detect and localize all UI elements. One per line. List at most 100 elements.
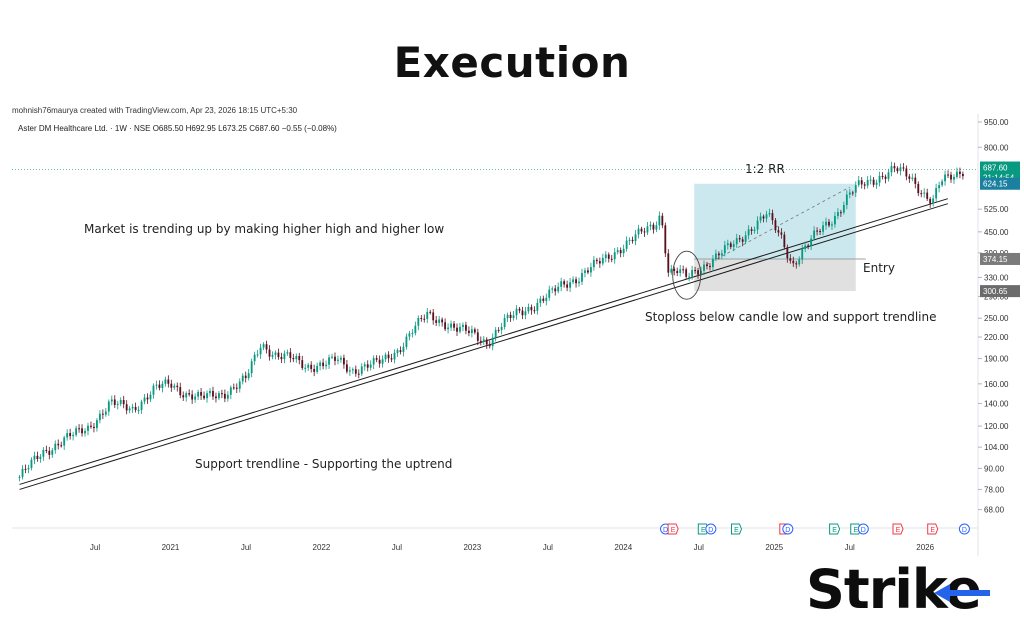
candle-body xyxy=(497,329,500,331)
candle-body xyxy=(396,350,399,353)
candle-body xyxy=(491,337,494,347)
dividend-marker[interactable] xyxy=(782,523,794,535)
candle-body xyxy=(878,175,881,183)
candle-body xyxy=(438,319,441,323)
candle-body xyxy=(476,332,479,341)
chart-frame: 950.00800.00525.00450.00390.00330.00290.… xyxy=(12,104,1020,556)
x-tick-label: 2025 xyxy=(765,543,783,552)
candle-body xyxy=(259,347,262,355)
dividend-marker[interactable] xyxy=(958,523,970,535)
candle-body xyxy=(783,234,786,248)
candle-body xyxy=(176,385,179,388)
candle-body xyxy=(98,413,101,421)
earnings-marker[interactable] xyxy=(667,523,679,535)
candle-body xyxy=(703,264,705,271)
candle-body xyxy=(691,270,694,277)
candle-body xyxy=(756,220,759,230)
risk-zone xyxy=(694,258,856,292)
candle-body xyxy=(631,239,634,242)
support-trendline[interactable] xyxy=(19,203,948,490)
candle-body xyxy=(298,355,301,361)
candle-body xyxy=(905,168,908,177)
target-price-tag-bg xyxy=(980,177,1020,190)
candle-body xyxy=(24,468,27,470)
candle-body xyxy=(235,387,238,389)
candle-body xyxy=(828,221,830,226)
candle-body xyxy=(932,198,935,204)
x-tick-label: Jul xyxy=(543,543,553,552)
brand-logo: Strike xyxy=(806,558,982,621)
x-tick-label: Jul xyxy=(90,543,100,552)
candle-body xyxy=(926,192,929,199)
candle-body xyxy=(137,409,140,411)
earnings-marker[interactable] xyxy=(829,523,841,535)
earnings-marker[interactable] xyxy=(892,523,904,535)
x-tick-label: 2024 xyxy=(614,543,632,552)
candle-body xyxy=(598,261,601,264)
candle-body xyxy=(604,254,607,259)
candle-body xyxy=(444,322,447,330)
x-tick-label: Jul xyxy=(694,543,704,552)
price-chart[interactable]: 950.00800.00525.00450.00390.00330.00290.… xyxy=(12,104,1020,556)
candle-body xyxy=(896,168,899,172)
candle-body xyxy=(533,310,536,312)
candle-body xyxy=(265,344,268,350)
candle-body xyxy=(682,269,685,271)
candle-body xyxy=(845,194,848,205)
candle-body xyxy=(473,329,476,333)
y-tick-label: 68.00 xyxy=(984,506,1005,515)
y-tick-label: 120.00 xyxy=(984,422,1009,431)
candle-body xyxy=(646,226,649,233)
candle-body xyxy=(753,229,756,231)
candle-body xyxy=(613,252,616,260)
candle-body xyxy=(286,352,289,354)
candle-body xyxy=(780,232,783,235)
candle-body xyxy=(107,401,110,412)
candle-body xyxy=(45,449,48,451)
candle-body xyxy=(372,358,375,365)
candle-body xyxy=(310,364,313,369)
earnings-marker[interactable] xyxy=(927,523,939,535)
candle-body xyxy=(116,403,119,405)
candle-body xyxy=(81,428,83,434)
earnings-marker[interactable] xyxy=(731,523,743,535)
candle-body xyxy=(360,366,363,374)
dividend-marker-label: D xyxy=(785,527,790,534)
candle-body xyxy=(223,393,226,399)
candle-body xyxy=(723,245,726,254)
x-tick-label: Jul xyxy=(392,543,402,552)
page-title: Execution xyxy=(393,38,631,87)
candle-body xyxy=(289,352,292,358)
candle-body xyxy=(735,238,738,245)
candle-body xyxy=(226,394,229,399)
candle-body xyxy=(60,445,63,447)
candle-body xyxy=(509,314,512,319)
rr-annotation: 1:2 RR xyxy=(745,162,785,176)
candle-body xyxy=(732,244,735,248)
candle-body xyxy=(685,269,688,277)
dividend-marker[interactable] xyxy=(705,523,717,535)
candle-body xyxy=(78,428,80,430)
candle-body xyxy=(774,220,777,231)
candle-body xyxy=(39,456,42,459)
candle-body xyxy=(104,411,107,415)
candle-body xyxy=(616,250,619,253)
candle-body xyxy=(592,259,595,268)
candle-body xyxy=(307,364,310,368)
candle-body xyxy=(884,176,887,179)
candle-body xyxy=(21,468,24,477)
candle-body xyxy=(798,259,801,265)
candle-body xyxy=(935,188,938,199)
candle-body xyxy=(93,426,95,429)
candle-body xyxy=(500,327,503,330)
candle-body xyxy=(90,425,92,427)
dividend-marker[interactable] xyxy=(857,523,869,535)
candle-body xyxy=(256,354,259,356)
candle-body xyxy=(57,443,60,446)
candle-body xyxy=(280,357,283,360)
candle-body xyxy=(914,177,917,184)
candle-body xyxy=(848,192,851,195)
candle-body xyxy=(453,323,455,328)
candle-body xyxy=(33,455,36,460)
y-tick-label: 800.00 xyxy=(984,143,1009,152)
